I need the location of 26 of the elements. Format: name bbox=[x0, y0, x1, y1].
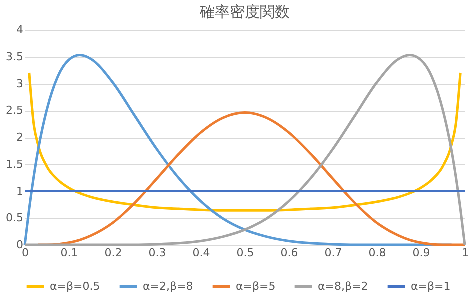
x-tick-label: 0.7 bbox=[324, 246, 342, 260]
legend-label: α=β=1 bbox=[411, 280, 451, 293]
y-tick-label: 2.5 bbox=[6, 104, 24, 118]
legend-label: α=β=5 bbox=[236, 280, 276, 293]
y-tick-label: 3.5 bbox=[6, 50, 24, 64]
legend-label: α=2,β=8 bbox=[143, 280, 194, 293]
y-tick-label: 2 bbox=[16, 131, 24, 144]
x-tick-label: 0.9 bbox=[412, 246, 430, 260]
legend-label: α=8,β=2 bbox=[318, 280, 368, 293]
x-tick-label: 0.5 bbox=[236, 246, 254, 260]
chart-title: 確率密度関数 bbox=[199, 3, 290, 21]
x-tick-label: 0.6 bbox=[280, 246, 298, 260]
y-tick-label: 0 bbox=[16, 238, 24, 252]
legend-label: α=β=0.5 bbox=[50, 280, 100, 293]
line-series bbox=[28, 72, 462, 212]
x-tick-label: 0.3 bbox=[148, 246, 166, 260]
x-tick-label: 0.4 bbox=[192, 246, 210, 260]
x-tick-label: 0.8 bbox=[368, 246, 386, 260]
y-tick-label: 1.5 bbox=[6, 158, 24, 171]
y-tick-label: 4 bbox=[16, 24, 24, 36]
y-tick-label: 3 bbox=[16, 77, 24, 90]
x-tick-label: 1 bbox=[462, 246, 469, 260]
x-tick-label: 0.2 bbox=[104, 246, 122, 260]
y-tick-label: 0.5 bbox=[6, 212, 24, 225]
x-tick-label: 0.1 bbox=[60, 246, 78, 260]
y-tick-label: 1 bbox=[16, 184, 24, 198]
